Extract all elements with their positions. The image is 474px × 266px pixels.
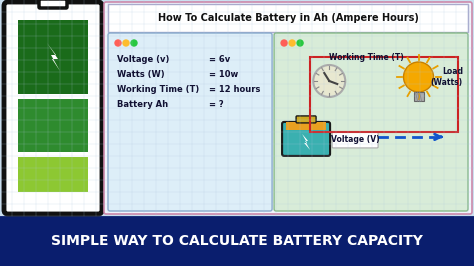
Text: Voltage (v): Voltage (v) xyxy=(117,55,169,64)
Text: Watts (W): Watts (W) xyxy=(117,70,164,79)
Text: Battery Ah: Battery Ah xyxy=(117,100,168,109)
Polygon shape xyxy=(302,134,310,150)
FancyBboxPatch shape xyxy=(0,0,474,216)
FancyBboxPatch shape xyxy=(18,20,88,94)
FancyBboxPatch shape xyxy=(0,216,474,266)
Circle shape xyxy=(123,40,129,46)
Text: How To Calculate Battery in Ah (Ampere Hours): How To Calculate Battery in Ah (Ampere H… xyxy=(157,13,419,23)
Circle shape xyxy=(297,40,303,46)
FancyBboxPatch shape xyxy=(282,122,330,156)
Circle shape xyxy=(131,40,137,46)
FancyBboxPatch shape xyxy=(18,99,88,152)
Text: Working Time (T): Working Time (T) xyxy=(117,85,199,94)
FancyBboxPatch shape xyxy=(4,2,102,214)
FancyBboxPatch shape xyxy=(413,92,424,101)
Text: Load
(Watts): Load (Watts) xyxy=(431,67,463,87)
Text: Working Time (T): Working Time (T) xyxy=(328,53,403,62)
FancyBboxPatch shape xyxy=(296,116,316,123)
Polygon shape xyxy=(47,43,60,71)
FancyBboxPatch shape xyxy=(108,4,468,32)
FancyBboxPatch shape xyxy=(332,132,378,148)
Circle shape xyxy=(281,40,287,46)
Text: Voltage (V): Voltage (V) xyxy=(331,135,379,144)
FancyBboxPatch shape xyxy=(274,33,468,211)
Text: = 6v: = 6v xyxy=(209,55,230,64)
Text: SIMPLE WAY TO CALCULATE BATTERY CAPACITY: SIMPLE WAY TO CALCULATE BATTERY CAPACITY xyxy=(51,234,423,248)
FancyBboxPatch shape xyxy=(104,2,472,214)
FancyBboxPatch shape xyxy=(18,157,88,192)
Text: = 12 hours: = 12 hours xyxy=(209,85,261,94)
FancyBboxPatch shape xyxy=(286,122,326,130)
Text: = 10w: = 10w xyxy=(209,70,238,79)
Text: = ?: = ? xyxy=(209,100,224,109)
FancyBboxPatch shape xyxy=(108,33,272,211)
Circle shape xyxy=(289,40,295,46)
FancyBboxPatch shape xyxy=(39,0,67,8)
Circle shape xyxy=(313,65,345,97)
Circle shape xyxy=(403,62,434,92)
Circle shape xyxy=(115,40,121,46)
